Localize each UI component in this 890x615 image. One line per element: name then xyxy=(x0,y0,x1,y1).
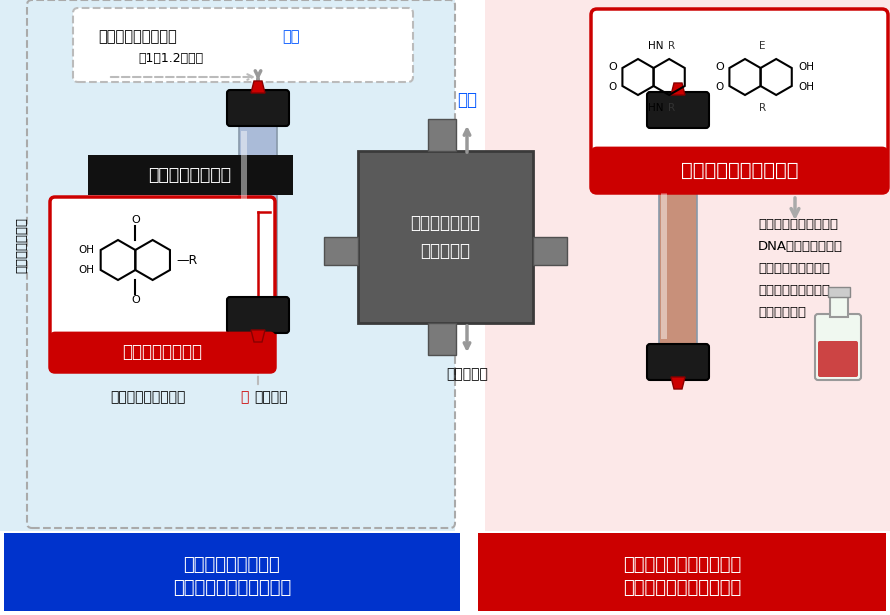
FancyBboxPatch shape xyxy=(661,133,667,339)
FancyBboxPatch shape xyxy=(659,125,697,347)
Bar xyxy=(0,0,470,531)
Text: 低永点溶媒・原料・: 低永点溶媒・原料・ xyxy=(98,30,177,44)
Text: O: O xyxy=(716,82,724,92)
Text: 高: 高 xyxy=(240,390,248,404)
FancyBboxPatch shape xyxy=(241,131,247,292)
FancyBboxPatch shape xyxy=(50,197,275,372)
Text: 新開発の固体触媒: 新開発の固体触媒 xyxy=(149,166,231,184)
Text: 連続生産フロープロセス: 連続生産フロープロセス xyxy=(173,579,291,597)
Text: 永点溶媒: 永点溶媒 xyxy=(254,390,287,404)
Text: 連続分離・回収: 連続分離・回収 xyxy=(410,214,481,232)
Text: アントラキノン化合物: アントラキノン化合物 xyxy=(681,161,798,180)
Bar xyxy=(830,297,848,317)
Polygon shape xyxy=(671,83,685,95)
Text: OH: OH xyxy=(798,82,814,92)
Text: O: O xyxy=(131,295,140,305)
FancyBboxPatch shape xyxy=(51,333,274,371)
Text: R: R xyxy=(668,103,676,113)
Text: アントラキノン化合物の: アントラキノン化合物の xyxy=(623,556,741,574)
Text: O: O xyxy=(131,215,140,225)
Text: DNAインターカレー: DNAインターカレー xyxy=(758,240,843,253)
Text: ター、レドックスフ: ター、レドックスフ xyxy=(758,263,830,276)
Polygon shape xyxy=(671,377,685,389)
FancyBboxPatch shape xyxy=(592,148,887,192)
Text: 水素: 水素 xyxy=(282,30,300,44)
Text: 低永点溶媒: 低永点溶媒 xyxy=(446,367,488,381)
Bar xyxy=(478,533,886,611)
Text: 颚料・染料、医薬品、: 颚料・染料、医薬品、 xyxy=(758,218,838,231)
Text: （1～1.2気圧）: （1～1.2気圧） xyxy=(138,52,203,66)
Text: OH: OH xyxy=(78,265,94,275)
Text: —R: —R xyxy=(176,253,198,266)
Text: リサイクル可能: リサイクル可能 xyxy=(15,217,28,273)
Text: HN: HN xyxy=(648,103,663,113)
Polygon shape xyxy=(251,81,265,93)
Text: OH: OH xyxy=(798,62,814,72)
Bar xyxy=(828,287,850,297)
Text: O: O xyxy=(609,82,617,92)
Polygon shape xyxy=(251,330,265,342)
Bar xyxy=(533,237,567,265)
Text: ロイコキニザリン: ロイコキニザリン xyxy=(123,343,203,361)
Bar xyxy=(470,0,890,531)
Bar xyxy=(4,533,460,611)
Text: O: O xyxy=(608,62,617,72)
FancyBboxPatch shape xyxy=(239,123,277,300)
Bar xyxy=(428,119,456,151)
Text: O: O xyxy=(716,62,724,72)
Bar xyxy=(358,151,533,323)
Bar xyxy=(428,323,456,355)
Text: HN: HN xyxy=(648,41,663,51)
FancyBboxPatch shape xyxy=(591,9,888,193)
Text: ロー電池材料などの: ロー電池材料などの xyxy=(758,285,830,298)
Text: R: R xyxy=(668,41,676,51)
FancyBboxPatch shape xyxy=(815,314,861,380)
FancyBboxPatch shape xyxy=(818,341,858,377)
Text: 連続生産フロープロセス: 連続生産フロープロセス xyxy=(623,579,741,597)
Text: ロイコキニザリンの: ロイコキニザリンの xyxy=(183,556,280,574)
Bar xyxy=(88,155,293,195)
FancyBboxPatch shape xyxy=(227,90,289,126)
FancyBboxPatch shape xyxy=(647,92,709,128)
FancyBboxPatch shape xyxy=(227,297,289,333)
Text: 機能性化学品: 機能性化学品 xyxy=(758,306,806,320)
Text: 水素: 水素 xyxy=(457,91,477,109)
FancyBboxPatch shape xyxy=(73,8,413,82)
Text: E: E xyxy=(759,41,765,51)
FancyBboxPatch shape xyxy=(647,344,709,380)
Bar xyxy=(455,0,485,531)
Bar xyxy=(324,237,358,265)
Text: モジュール: モジュール xyxy=(420,242,471,260)
Text: OH: OH xyxy=(78,245,94,255)
Text: 求核剤・求電子剤・: 求核剤・求電子剤・ xyxy=(110,390,186,404)
Text: R: R xyxy=(759,103,766,113)
